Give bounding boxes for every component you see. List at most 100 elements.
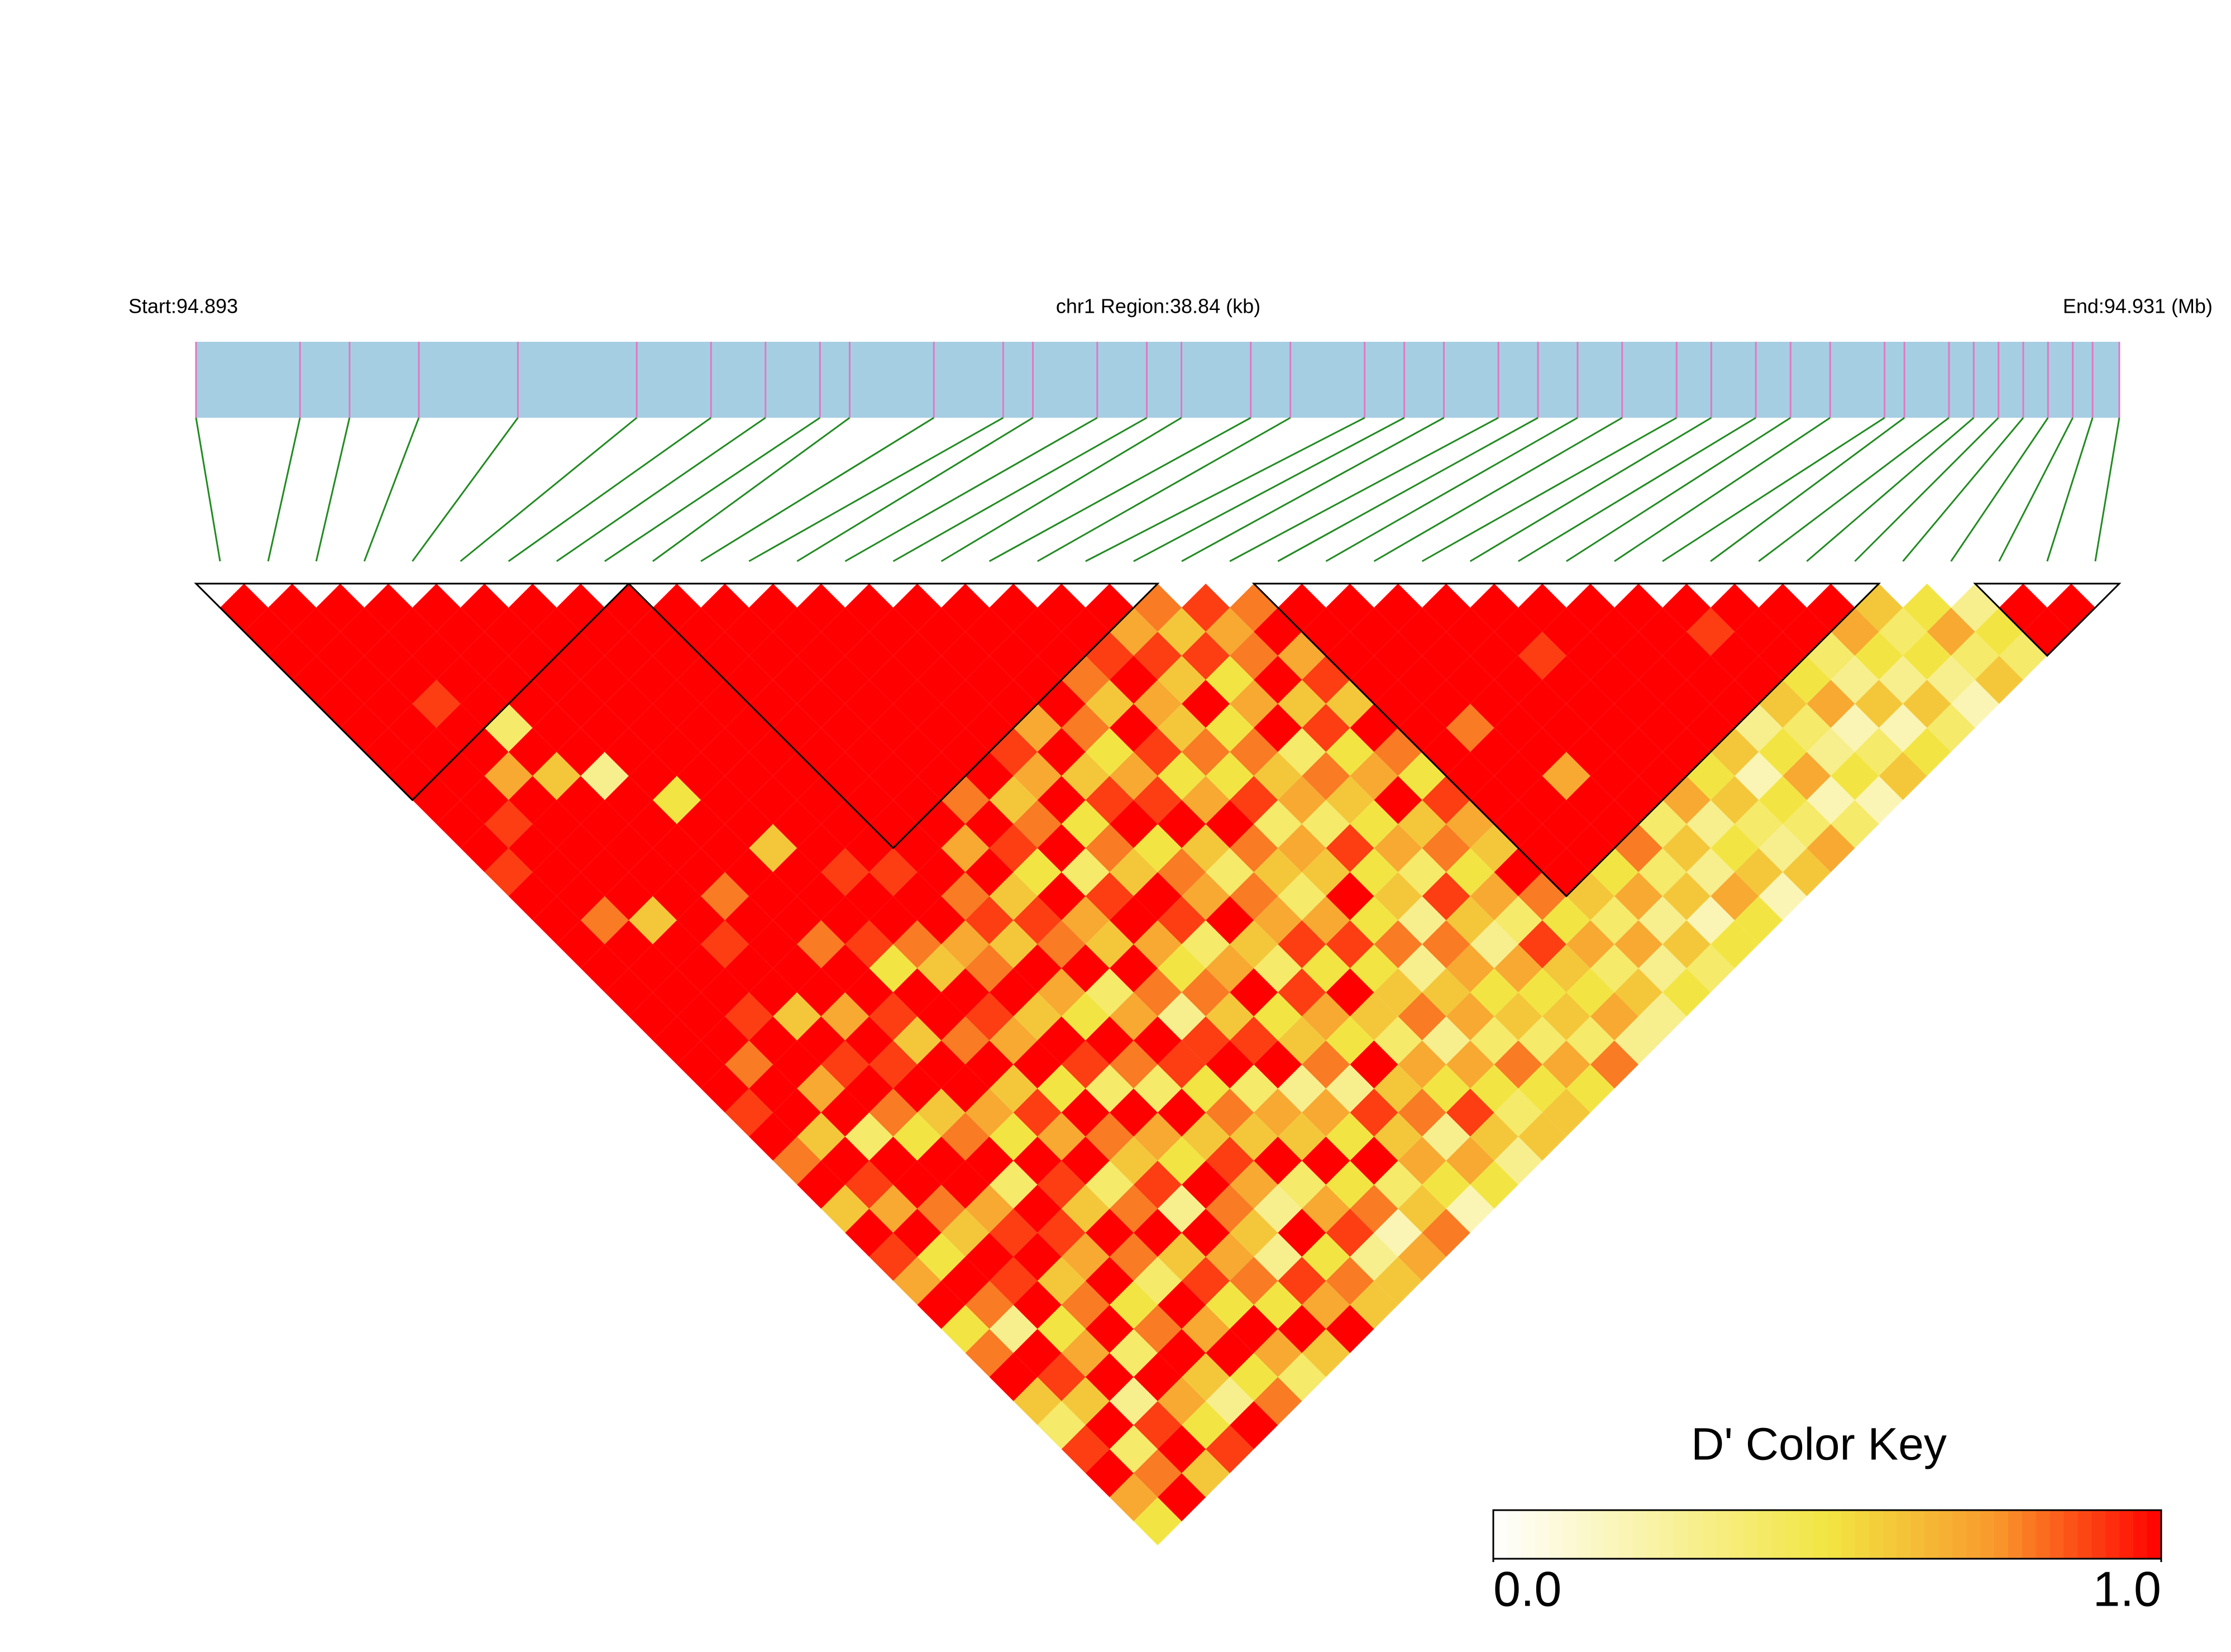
ld-block xyxy=(627,583,1160,849)
ld-cell xyxy=(1230,1113,1278,1161)
ld-cell xyxy=(1085,1209,1134,1257)
ld-cell xyxy=(1230,920,1278,968)
ld-cell xyxy=(1614,680,1663,728)
ld-cell xyxy=(1326,824,1374,872)
ld-block xyxy=(1251,583,1881,897)
ld-cell xyxy=(1085,824,1134,872)
ld-cell xyxy=(1446,1137,1494,1185)
ld-cell xyxy=(1494,896,1542,944)
ld-cell xyxy=(484,752,533,800)
ld-cell xyxy=(1927,704,1975,752)
ld-cell xyxy=(1037,1016,1086,1064)
ld-cell xyxy=(1326,1209,1374,1257)
ld-cell xyxy=(965,896,1014,944)
ld-cell xyxy=(1206,992,1254,1040)
ld-cell xyxy=(845,1161,894,1209)
ld-cell xyxy=(1350,1185,1398,1233)
ld-cell xyxy=(1398,1137,1446,1185)
ld-cell xyxy=(1085,968,1134,1016)
ld-cell xyxy=(1470,728,1518,776)
ld-cell xyxy=(1566,968,1614,1016)
ld-cell xyxy=(1230,1064,1278,1113)
colorbar-step xyxy=(1730,1510,1745,1559)
ld-cell xyxy=(1182,1161,1230,1209)
ld-cell xyxy=(1206,1425,1254,1473)
ld-cell xyxy=(1470,872,1518,920)
ld-cell xyxy=(1278,728,1326,776)
region-label: chr1 Region:38.84 (kb) xyxy=(1056,295,1260,318)
ld-cell xyxy=(1999,632,2047,680)
snp-connector xyxy=(988,417,1251,562)
ld-cell xyxy=(845,680,894,728)
ld-cell xyxy=(1133,728,1182,776)
ld-cell xyxy=(508,872,557,920)
ld-cell xyxy=(1278,1353,1326,1401)
ld-cell xyxy=(1398,992,1446,1040)
colorbar-step xyxy=(1799,1510,1814,1559)
ld-cell xyxy=(1566,680,1614,728)
ld-cell xyxy=(1133,1401,1182,1449)
ld-cell xyxy=(1326,1257,1374,1305)
ld-cell xyxy=(917,608,966,656)
ld-cell xyxy=(917,944,966,992)
ld-cell xyxy=(1687,608,1735,656)
ld-cell xyxy=(1109,1040,1158,1089)
ld-cell xyxy=(1374,1113,1422,1161)
ld-cell xyxy=(1494,1137,1542,1185)
ld-cell xyxy=(292,656,341,704)
ld-cell xyxy=(1374,584,1422,632)
ld-cell xyxy=(1206,1185,1254,1233)
ld-cell xyxy=(1398,896,1446,944)
ld-cell xyxy=(1037,872,1086,920)
snp-connector xyxy=(604,417,821,562)
ld-cell xyxy=(989,584,1038,632)
ld-cell xyxy=(1975,656,2023,704)
ld-cell xyxy=(965,608,1014,656)
ld-cell xyxy=(965,848,1014,896)
ld-cell xyxy=(508,776,557,824)
ld-cell xyxy=(677,992,725,1040)
ld-cell xyxy=(1711,632,1759,680)
ld-cell xyxy=(484,800,533,848)
ld-cell xyxy=(1518,1016,1566,1064)
ld-cell xyxy=(1494,608,1542,656)
ld-cell xyxy=(965,1281,1014,1329)
ld-cell xyxy=(797,1161,845,1209)
ld-cell xyxy=(1398,800,1446,848)
ld-cell xyxy=(1518,728,1566,776)
snp-connector xyxy=(1566,417,1792,562)
ld-cell xyxy=(1566,920,1614,968)
snp-connector xyxy=(796,417,1034,562)
ld-cell xyxy=(1326,584,1374,632)
ld-cell xyxy=(1326,776,1374,824)
ld-cell xyxy=(1350,944,1398,992)
ld-cell xyxy=(965,944,1014,992)
ld-cell xyxy=(1254,800,1302,848)
ld-cell xyxy=(604,920,653,968)
ld-cell xyxy=(484,848,533,896)
ld-cell xyxy=(1518,584,1566,632)
ld-cell xyxy=(989,1257,1038,1305)
ld-cell xyxy=(1398,848,1446,896)
colorbar-step xyxy=(1771,1510,1786,1559)
ld-cell xyxy=(1109,1473,1158,1521)
ld-block xyxy=(194,583,631,801)
ld-cell xyxy=(1566,1016,1614,1064)
ld-cell xyxy=(941,1161,990,1209)
ld-cell xyxy=(1831,800,1879,848)
ld-cell xyxy=(1446,848,1494,896)
ld-cell xyxy=(1470,1016,1518,1064)
ld-cell xyxy=(677,752,725,800)
ld-cell xyxy=(1037,824,1086,872)
ld-cell xyxy=(1085,1257,1134,1305)
ld-cell xyxy=(508,824,557,872)
ld-cell xyxy=(1470,776,1518,824)
ld-cell xyxy=(388,704,437,752)
ld-cell xyxy=(1326,1064,1374,1113)
ld-cell xyxy=(556,728,605,776)
ld-cell xyxy=(1158,608,1206,656)
ld-cell xyxy=(845,872,894,920)
ld-cell xyxy=(1013,1281,1062,1329)
